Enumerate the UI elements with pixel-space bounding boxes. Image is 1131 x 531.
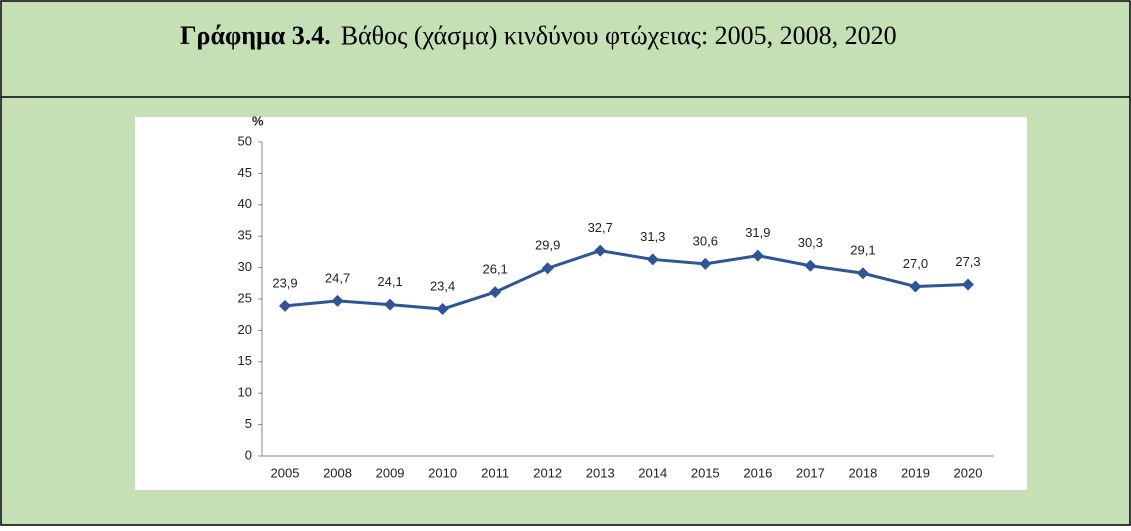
y-tick-label: 30	[238, 259, 252, 274]
y-tick-label: 50	[238, 133, 252, 148]
x-tick-label: 2016	[743, 465, 772, 480]
x-tick-label: 2009	[376, 465, 405, 480]
y-tick-label: 10	[238, 385, 252, 400]
point-marker	[541, 262, 554, 275]
x-tick-label: 2013	[586, 465, 615, 480]
point-marker	[489, 286, 502, 299]
data-label: 27,0	[903, 256, 928, 271]
point-marker	[962, 278, 974, 291]
data-label: 30,3	[798, 235, 823, 250]
data-label: 27,3	[955, 254, 980, 269]
x-tick-label: 2008	[323, 465, 352, 480]
chart-area	[135, 117, 1027, 490]
y-tick-label: 25	[238, 290, 252, 305]
data-label: 23,9	[272, 275, 297, 290]
x-tick-label: 2020	[954, 465, 983, 480]
series-line	[284, 249, 969, 311]
x-tick-label: 2011	[481, 465, 509, 480]
x-tick-label: 2010	[428, 465, 457, 480]
data-label: 24,1	[377, 274, 402, 289]
x-tick-label: 2015	[691, 465, 720, 480]
data-label: 26,1	[482, 262, 507, 277]
x-tick-label: 2017	[796, 465, 825, 480]
data-label: 29,1	[850, 243, 875, 258]
data-label: 31,9	[745, 225, 770, 240]
point-marker	[384, 298, 397, 311]
data-label: 24,7	[325, 270, 350, 285]
y-tick-label: 35	[238, 228, 252, 243]
data-label: 23,4	[430, 278, 455, 293]
chart-title: Βάθος (χάσμα) κινδύνου φτώχειας: 2005, 2…	[341, 21, 897, 50]
y-tick-label: 5	[245, 416, 252, 431]
y-axis-label: %	[252, 113, 264, 128]
x-tick-label: 2012	[533, 465, 562, 480]
data-label: 31,3	[640, 229, 665, 244]
x-tick-label: 2019	[901, 465, 930, 480]
point-marker	[436, 303, 449, 316]
y-tick-label: 45	[238, 165, 252, 180]
data-label: 29,9	[535, 238, 560, 253]
y-tick-label: 20	[238, 322, 252, 337]
x-tick-label: 2014	[638, 465, 667, 480]
point-marker	[751, 249, 764, 262]
y-tick-label: 0	[245, 447, 252, 462]
figure-label: Γράφημα 3.4.	[180, 21, 331, 50]
point-marker	[331, 294, 344, 307]
point-marker	[646, 253, 659, 266]
x-tick-label: 2018	[848, 465, 877, 480]
point-marker	[856, 267, 869, 280]
x-tick-label: 2005	[271, 465, 300, 480]
y-tick-label: 15	[238, 353, 252, 368]
data-label: 30,6	[693, 233, 718, 248]
point-marker	[699, 257, 712, 270]
y-tick-label: 40	[238, 196, 252, 211]
point-marker	[909, 280, 922, 293]
point-marker	[594, 244, 607, 257]
point-marker	[804, 259, 817, 272]
figure-title: Γράφημα 3.4. Βάθος (χάσμα) κινδύνου φτώχε…	[180, 21, 897, 50]
data-label: 32,7	[588, 220, 613, 235]
point-marker	[279, 299, 291, 312]
